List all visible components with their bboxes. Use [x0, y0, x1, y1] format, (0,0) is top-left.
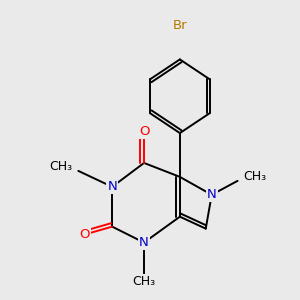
Text: CH₃: CH₃ [133, 275, 156, 288]
Text: N: N [207, 188, 217, 201]
Text: N: N [107, 180, 117, 193]
Text: O: O [79, 228, 90, 241]
Text: O: O [139, 124, 149, 138]
Text: CH₃: CH₃ [244, 170, 267, 183]
Text: Br: Br [172, 19, 187, 32]
Text: N: N [139, 236, 149, 249]
Text: CH₃: CH₃ [49, 160, 72, 173]
